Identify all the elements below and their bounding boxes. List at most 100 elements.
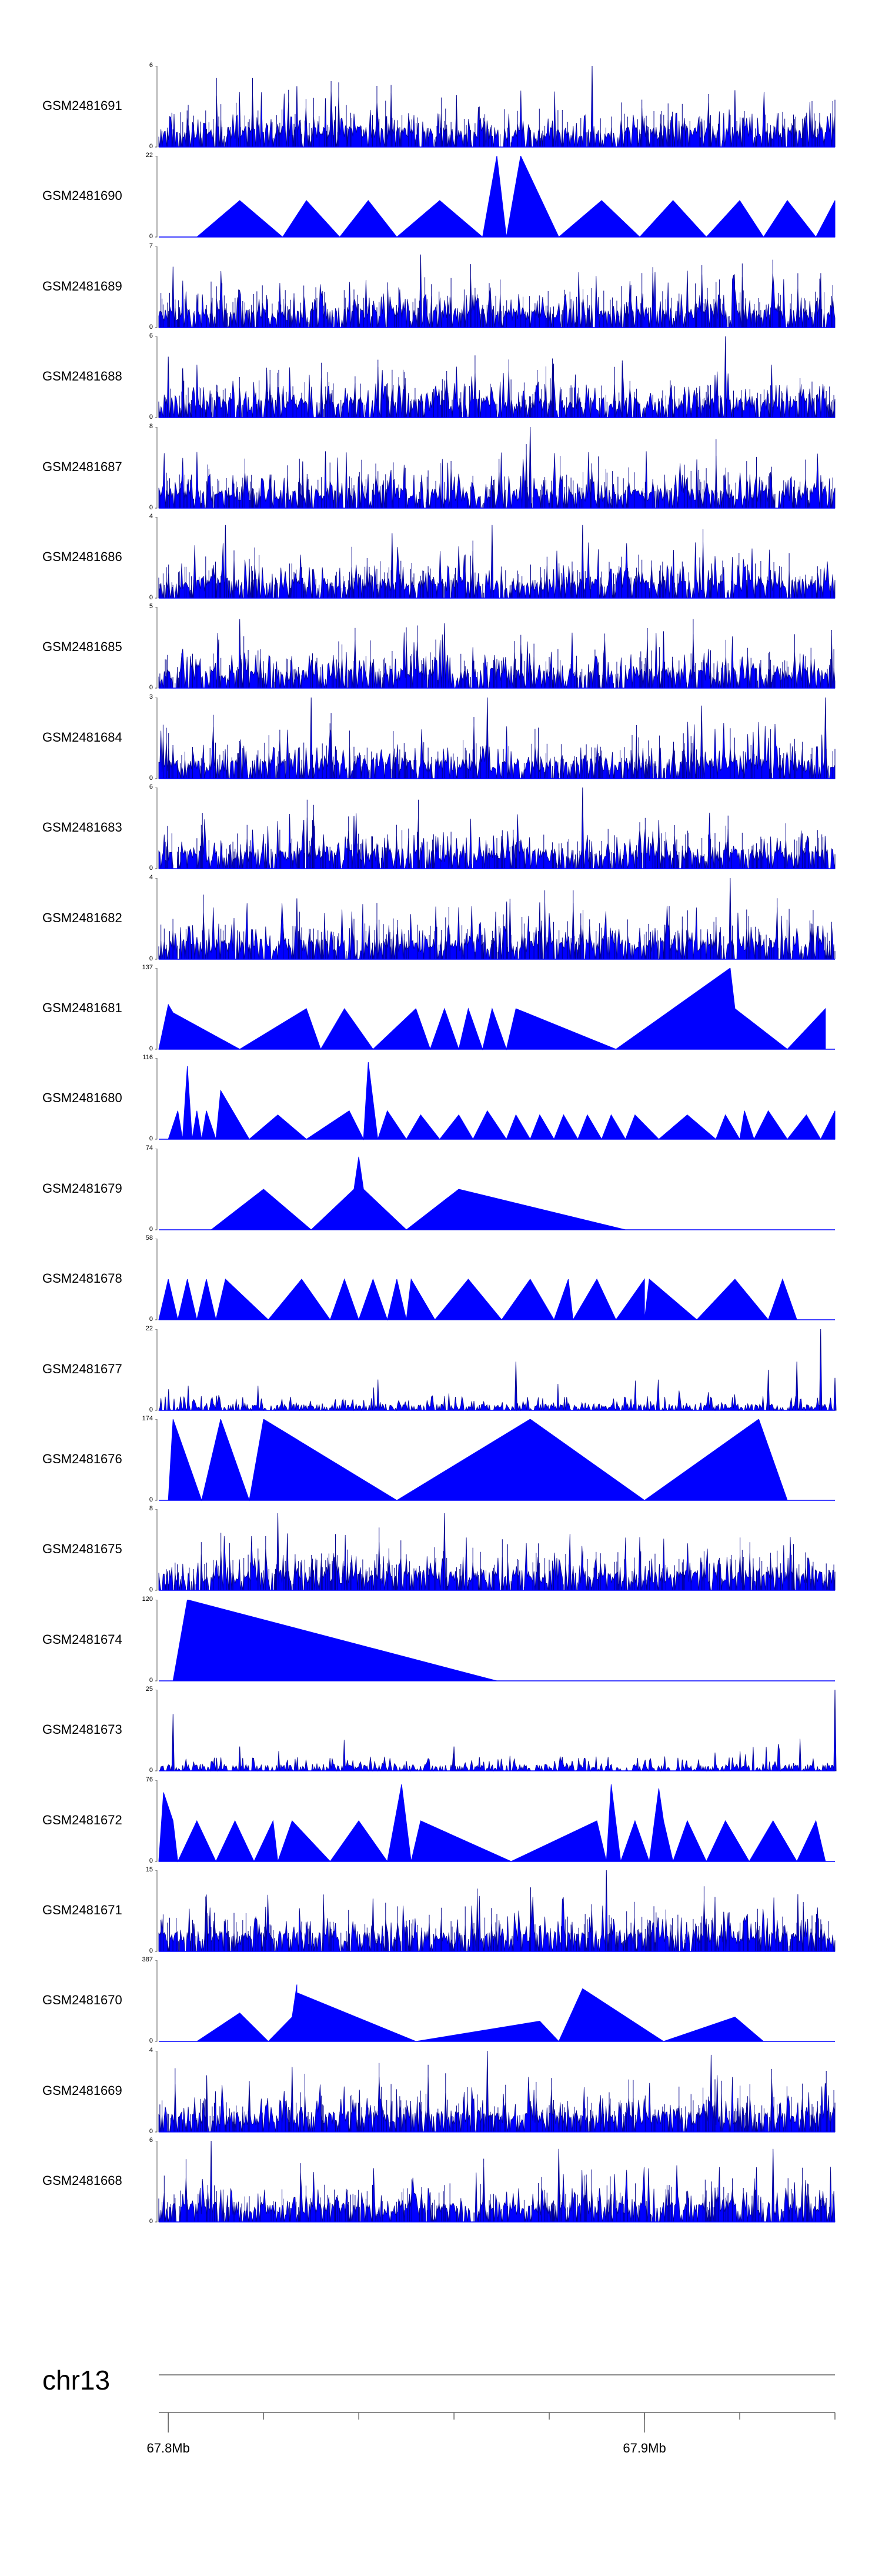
coverage-peak bbox=[309, 698, 313, 779]
track-label: GSM2481691 bbox=[42, 98, 122, 113]
coverage-peak bbox=[419, 254, 422, 328]
y-zero-label: 0 bbox=[149, 2218, 153, 2225]
coverage-spikes bbox=[162, 78, 836, 147]
y-max-label: 58 bbox=[145, 1234, 153, 1242]
coverage-spikes bbox=[158, 529, 831, 598]
coverage-peak bbox=[833, 1377, 837, 1411]
coverage-peak bbox=[209, 2141, 213, 2223]
y-max-label: 4 bbox=[149, 874, 153, 881]
y-axis-line bbox=[155, 1780, 158, 1862]
coverage-peak bbox=[323, 451, 328, 509]
track-label: GSM2481676 bbox=[42, 1451, 122, 1466]
track-label: GSM2481673 bbox=[42, 1722, 122, 1737]
y-axis-line bbox=[155, 156, 158, 238]
y-zero-label: 0 bbox=[149, 1406, 153, 1413]
coverage-area bbox=[158, 632, 836, 689]
coverage-spikes bbox=[165, 799, 836, 869]
y-max-label: 25 bbox=[145, 1686, 153, 1693]
track-label: GSM2481670 bbox=[42, 1993, 122, 2007]
y-max-label: 8 bbox=[149, 1505, 153, 1512]
coverage-peak bbox=[323, 98, 328, 148]
y-zero-label: 0 bbox=[149, 2128, 153, 2135]
coverage-spikes bbox=[158, 355, 834, 418]
coverage-spikes bbox=[159, 2063, 836, 2132]
coverage-peak bbox=[238, 619, 242, 689]
coverage-peak bbox=[581, 788, 584, 869]
y-zero-label: 0 bbox=[149, 1316, 153, 1323]
coverage-peak bbox=[514, 1362, 517, 1411]
coverage-peak bbox=[662, 631, 666, 689]
y-zero-label: 0 bbox=[149, 775, 153, 782]
y-zero-label: 0 bbox=[149, 1767, 153, 1774]
y-axis-line bbox=[155, 1419, 158, 1501]
y-max-label: 6 bbox=[149, 2137, 153, 2144]
y-max-label: 6 bbox=[149, 62, 153, 69]
track-plot bbox=[155, 246, 836, 328]
coverage-area bbox=[196, 156, 836, 238]
coverage-peak bbox=[824, 698, 827, 779]
y-max-label: 6 bbox=[149, 332, 153, 339]
track-label: GSM2481690 bbox=[42, 188, 122, 203]
coverage-area bbox=[168, 1062, 836, 1140]
y-axis-line bbox=[155, 698, 158, 779]
coverage-area bbox=[158, 722, 836, 779]
coverage-peak bbox=[819, 1329, 823, 1411]
y-axis-line bbox=[155, 1509, 158, 1591]
y-max-label: 76 bbox=[145, 1776, 153, 1783]
y-max-label: 137 bbox=[142, 964, 153, 971]
y-axis-line bbox=[155, 427, 158, 509]
track-label: GSM2481677 bbox=[42, 1362, 122, 1376]
y-max-label: 5 bbox=[149, 603, 153, 610]
y-axis-line bbox=[155, 1690, 158, 1771]
coverage-peak bbox=[181, 369, 185, 418]
coverage-area bbox=[158, 1784, 826, 1863]
y-axis-line bbox=[155, 1239, 158, 1320]
coverage-peak bbox=[276, 1513, 280, 1591]
y-max-label: 8 bbox=[149, 423, 153, 430]
y-max-label: 7 bbox=[149, 242, 153, 249]
track-plot bbox=[155, 2051, 836, 2133]
y-axis-line bbox=[155, 1960, 158, 2042]
y-zero-label: 0 bbox=[149, 233, 153, 240]
y-zero-label: 0 bbox=[149, 955, 153, 962]
track-label: GSM2481675 bbox=[42, 1541, 122, 1556]
coverage-peak bbox=[352, 816, 356, 869]
coverage-spikes bbox=[161, 259, 833, 328]
track-label: GSM2481684 bbox=[42, 730, 122, 745]
track-plot bbox=[155, 2141, 836, 2223]
coverage-peak bbox=[295, 86, 299, 148]
track-plot bbox=[155, 1419, 835, 1501]
coverage-spikes bbox=[158, 2158, 833, 2222]
track-plot bbox=[155, 1870, 836, 1952]
chromosome-label: chr13 bbox=[42, 2365, 111, 2395]
track-label: GSM2481688 bbox=[42, 369, 122, 383]
y-zero-label: 0 bbox=[149, 684, 153, 691]
coverage-peak bbox=[700, 705, 703, 779]
y-max-label: 74 bbox=[145, 1144, 153, 1152]
track-plot bbox=[155, 1239, 835, 1321]
coverage-area bbox=[159, 1739, 836, 1772]
y-axis-line bbox=[155, 968, 158, 1050]
y-max-label: 120 bbox=[142, 1596, 153, 1603]
y-zero-label: 0 bbox=[149, 1496, 153, 1503]
coverage-peak bbox=[767, 1369, 770, 1411]
coverage-spikes bbox=[158, 890, 836, 959]
coverage-peak bbox=[733, 90, 737, 148]
coverage-peak bbox=[238, 1746, 242, 1771]
coverage-area bbox=[158, 90, 836, 148]
track-label: GSM2481679 bbox=[42, 1181, 122, 1196]
coverage-peak bbox=[833, 1690, 837, 1771]
y-axis-line bbox=[155, 1058, 158, 1140]
y-zero-label: 0 bbox=[149, 504, 153, 511]
track-plot bbox=[155, 1960, 835, 2042]
track-label: GSM2481678 bbox=[42, 1271, 122, 1286]
y-max-label: 3 bbox=[149, 693, 153, 700]
track-plot bbox=[155, 517, 836, 599]
y-zero-label: 0 bbox=[149, 594, 153, 601]
y-max-label: 387 bbox=[142, 1956, 153, 1963]
y-axis-line bbox=[155, 878, 158, 960]
y-zero-label: 0 bbox=[149, 1586, 153, 1593]
track-plot bbox=[155, 66, 836, 148]
track-label: GSM2481668 bbox=[42, 2173, 122, 2188]
y-zero-label: 0 bbox=[149, 1857, 153, 1864]
